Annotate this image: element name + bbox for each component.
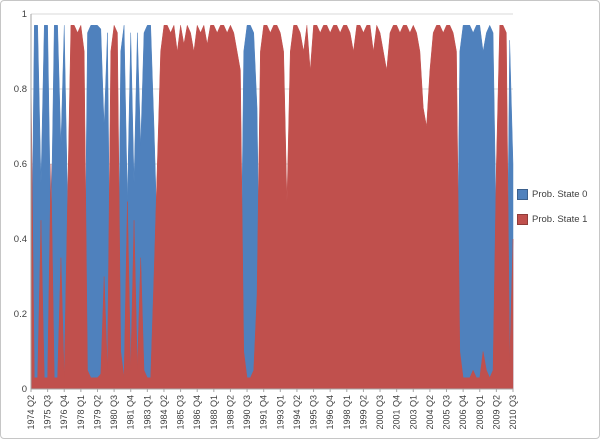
- svg-text:1981 Q4: 1981 Q4: [126, 395, 136, 430]
- legend: Prob. State 0 Prob. State 1: [517, 189, 587, 225]
- legend-label-state0: Prob. State 0: [532, 189, 588, 200]
- svg-text:1993 Q1: 1993 Q1: [275, 395, 285, 430]
- svg-text:1991 Q4: 1991 Q4: [259, 395, 269, 430]
- svg-text:2000 Q3: 2000 Q3: [375, 395, 385, 430]
- svg-text:1994 Q2: 1994 Q2: [292, 395, 302, 430]
- legend-item-state0: Prob. State 0: [517, 189, 587, 200]
- svg-text:2008 Q1: 2008 Q1: [475, 395, 485, 430]
- legend-swatch-state0-icon: [517, 189, 528, 200]
- svg-text:1979 Q2: 1979 Q2: [92, 395, 102, 430]
- svg-text:1996 Q4: 1996 Q4: [325, 395, 335, 430]
- svg-text:2006 Q4: 2006 Q4: [458, 395, 468, 430]
- svg-text:2001 Q4: 2001 Q4: [392, 395, 402, 430]
- svg-text:2009 Q2: 2009 Q2: [491, 395, 501, 430]
- svg-text:2003 Q1: 2003 Q1: [408, 395, 418, 430]
- svg-text:0.4: 0.4: [14, 234, 27, 245]
- svg-text:1995 Q3: 1995 Q3: [309, 395, 319, 430]
- svg-text:1988 Q1: 1988 Q1: [209, 395, 219, 430]
- svg-text:1999 Q2: 1999 Q2: [358, 395, 368, 430]
- svg-text:1978 Q1: 1978 Q1: [76, 395, 86, 430]
- svg-text:1989 Q2: 1989 Q2: [225, 395, 235, 430]
- svg-text:1: 1: [22, 9, 27, 20]
- svg-text:1986 Q4: 1986 Q4: [192, 395, 202, 430]
- svg-text:2005 Q3: 2005 Q3: [442, 395, 452, 430]
- svg-text:1984 Q2: 1984 Q2: [159, 395, 169, 430]
- svg-text:1976 Q4: 1976 Q4: [59, 395, 69, 430]
- svg-text:1998 Q1: 1998 Q1: [342, 395, 352, 430]
- svg-text:1985 Q3: 1985 Q3: [176, 395, 186, 430]
- svg-text:1975 Q3: 1975 Q3: [43, 395, 53, 430]
- svg-text:0.2: 0.2: [14, 309, 27, 320]
- svg-text:1980 Q3: 1980 Q3: [109, 395, 119, 430]
- legend-label-state1: Prob. State 1: [532, 214, 588, 225]
- svg-text:1990 Q3: 1990 Q3: [242, 395, 252, 430]
- legend-item-state1: Prob. State 1: [517, 214, 587, 225]
- svg-text:2004 Q2: 2004 Q2: [425, 395, 435, 430]
- svg-text:0.6: 0.6: [14, 159, 27, 170]
- svg-text:1974 Q2: 1974 Q2: [26, 395, 36, 430]
- legend-swatch-state1-icon: [517, 214, 528, 225]
- svg-text:1983 Q1: 1983 Q1: [142, 395, 152, 430]
- svg-text:2010 Q3: 2010 Q3: [508, 395, 518, 430]
- svg-text:0.8: 0.8: [14, 84, 27, 95]
- svg-text:0: 0: [22, 384, 27, 395]
